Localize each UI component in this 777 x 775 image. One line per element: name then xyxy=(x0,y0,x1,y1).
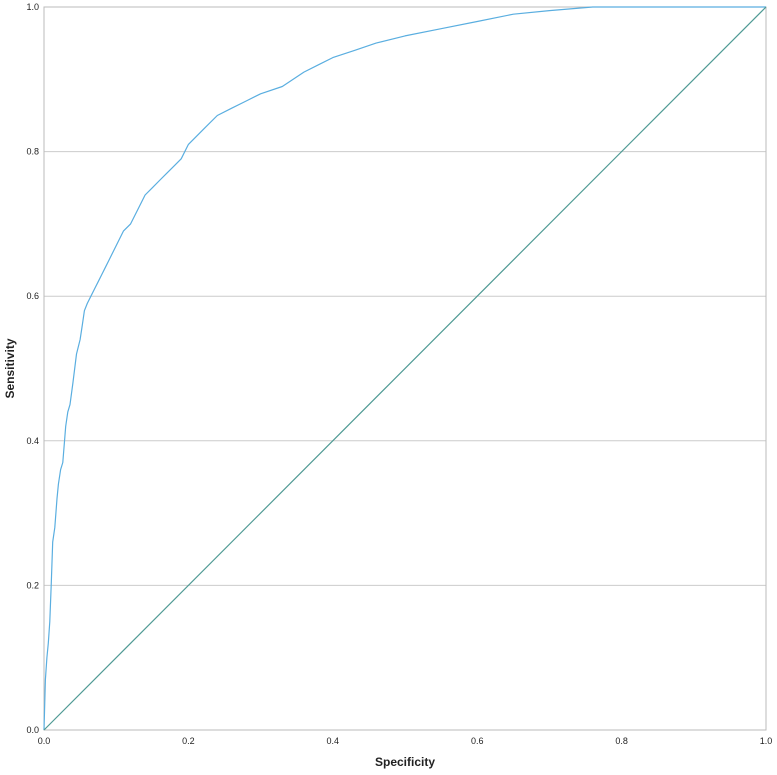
y-tick-label-0: 0.0 xyxy=(26,725,39,735)
y-tick-label-3: 0.6 xyxy=(26,291,39,301)
y-tick-label-4: 0.8 xyxy=(26,147,39,157)
y-tick-labels: 0.0 0.2 0.4 0.6 0.8 1.0 xyxy=(26,2,39,735)
x-tick-label-0: 0.0 xyxy=(38,736,51,746)
y-axis-title: Sensitivity xyxy=(3,338,17,398)
roc-curve xyxy=(43,6,766,731)
x-tick-label-5: 1.0 xyxy=(760,736,773,746)
y-tick-label-2: 0.4 xyxy=(26,436,39,446)
reference-line xyxy=(43,6,767,731)
x-tick-label-1: 0.2 xyxy=(182,736,195,746)
y-tick-label-5: 1.0 xyxy=(26,2,39,12)
x-tick-label-2: 0.4 xyxy=(327,736,340,746)
x-tick-label-4: 0.8 xyxy=(615,736,628,746)
plot-frame xyxy=(43,6,767,731)
x-axis-title: Specificity xyxy=(375,755,435,769)
x-tick-labels: 0.0 0.2 0.4 0.6 0.8 1.0 xyxy=(38,736,773,746)
series-lines xyxy=(43,6,767,731)
y-tick-label-1: 0.2 xyxy=(26,580,39,590)
grid-lines xyxy=(44,151,766,586)
x-tick-label-3: 0.6 xyxy=(471,736,484,746)
